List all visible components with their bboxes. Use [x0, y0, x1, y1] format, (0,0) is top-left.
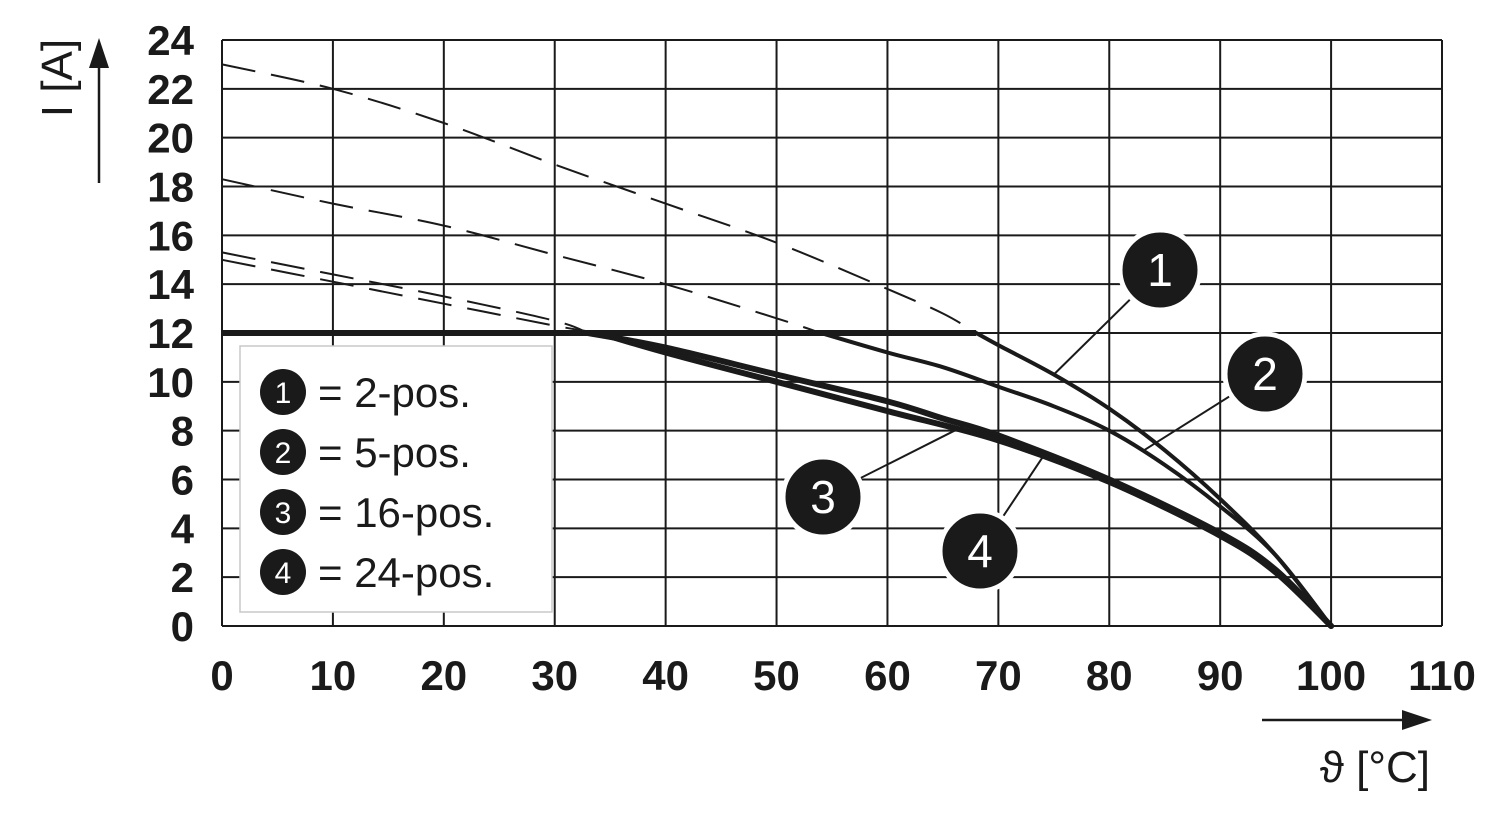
series-1-dashed-line	[221, 63, 977, 334]
x-tick-label: 100	[1296, 652, 1366, 699]
legend-badge-number: 2	[275, 437, 292, 470]
y-tick-label: 8	[171, 408, 194, 455]
callout-number: 4	[967, 525, 993, 577]
x-tick-label: 30	[531, 652, 578, 699]
y-tick-label: 22	[147, 66, 194, 113]
y-tick-label: 24	[147, 17, 194, 64]
legend-badge-number: 1	[275, 377, 292, 410]
legend-badge-3	[260, 489, 306, 535]
y-tick-label: 4	[171, 505, 195, 552]
x-tick-label: 50	[753, 652, 800, 699]
y-tick-label: 12	[147, 310, 194, 357]
callout-badge-4	[937, 508, 1023, 594]
y-tick-label: 18	[147, 164, 194, 211]
y-axis-label: I [A]	[33, 39, 82, 117]
series-2-dashed-line	[221, 178, 822, 334]
x-axis-arrowhead	[1402, 710, 1432, 730]
grid	[221, 39, 1443, 627]
series-3-dashed-line	[221, 251, 589, 334]
callouts: 1 2 3 4	[780, 227, 1308, 594]
x-tick-label: 10	[310, 652, 357, 699]
callout-badge-2	[1222, 331, 1308, 417]
callout-badge-3	[780, 454, 866, 540]
y-tick-label: 14	[147, 261, 194, 308]
callout-badge-1	[1117, 227, 1203, 313]
legend-label: = 16-pos.	[318, 489, 494, 536]
y-tick-label: 16	[147, 212, 194, 259]
curves	[221, 63, 1335, 629]
x-tick-label: 80	[1086, 652, 1133, 699]
legend: 1 = 2-pos. 2 = 5-pos. 3 = 16-pos. 4 = 24-pos.	[239, 345, 553, 613]
x-tick-label: 110	[1408, 652, 1476, 699]
legend-badge-number: 4	[275, 557, 292, 590]
y-tick-label: 6	[171, 457, 194, 504]
legend-badge-1	[260, 369, 306, 415]
y-axis-arrowhead	[89, 38, 109, 68]
x-tick-label: 60	[864, 652, 911, 699]
legend-label: = 24-pos.	[318, 549, 494, 596]
series-4-line	[596, 330, 1335, 629]
y-tick-label: 2	[171, 554, 194, 601]
tick-labels: 0 10 20 30 40 50 60 70 80 90 100 110024681012141618…	[147, 17, 1476, 699]
y-tick-label: 20	[147, 115, 194, 162]
x-tick-label: 40	[642, 652, 689, 699]
x-tick-label: 90	[1197, 652, 1244, 699]
axis-titles: I [A] ϑ [°C]	[33, 38, 1432, 792]
legend-badge-4	[260, 549, 306, 595]
legend-badge-number: 3	[275, 497, 292, 530]
x-axis-label: ϑ [°C]	[1320, 743, 1430, 792]
callout-number: 3	[810, 471, 836, 523]
x-tick-label: 20	[420, 652, 467, 699]
x-tick-label: 70	[975, 652, 1022, 699]
y-tick-label: 0	[171, 603, 194, 650]
y-tick-label: 10	[147, 359, 194, 406]
x-tick-label: 0	[210, 652, 233, 699]
series-4-dashed-line	[221, 258, 600, 334]
legend-label: = 5-pos.	[318, 429, 471, 476]
legend-label: = 2-pos.	[318, 369, 471, 416]
legend-badge-2	[260, 429, 306, 475]
callout-number: 2	[1252, 348, 1278, 400]
callout-number: 1	[1147, 244, 1173, 296]
series-2-line	[818, 331, 1334, 628]
